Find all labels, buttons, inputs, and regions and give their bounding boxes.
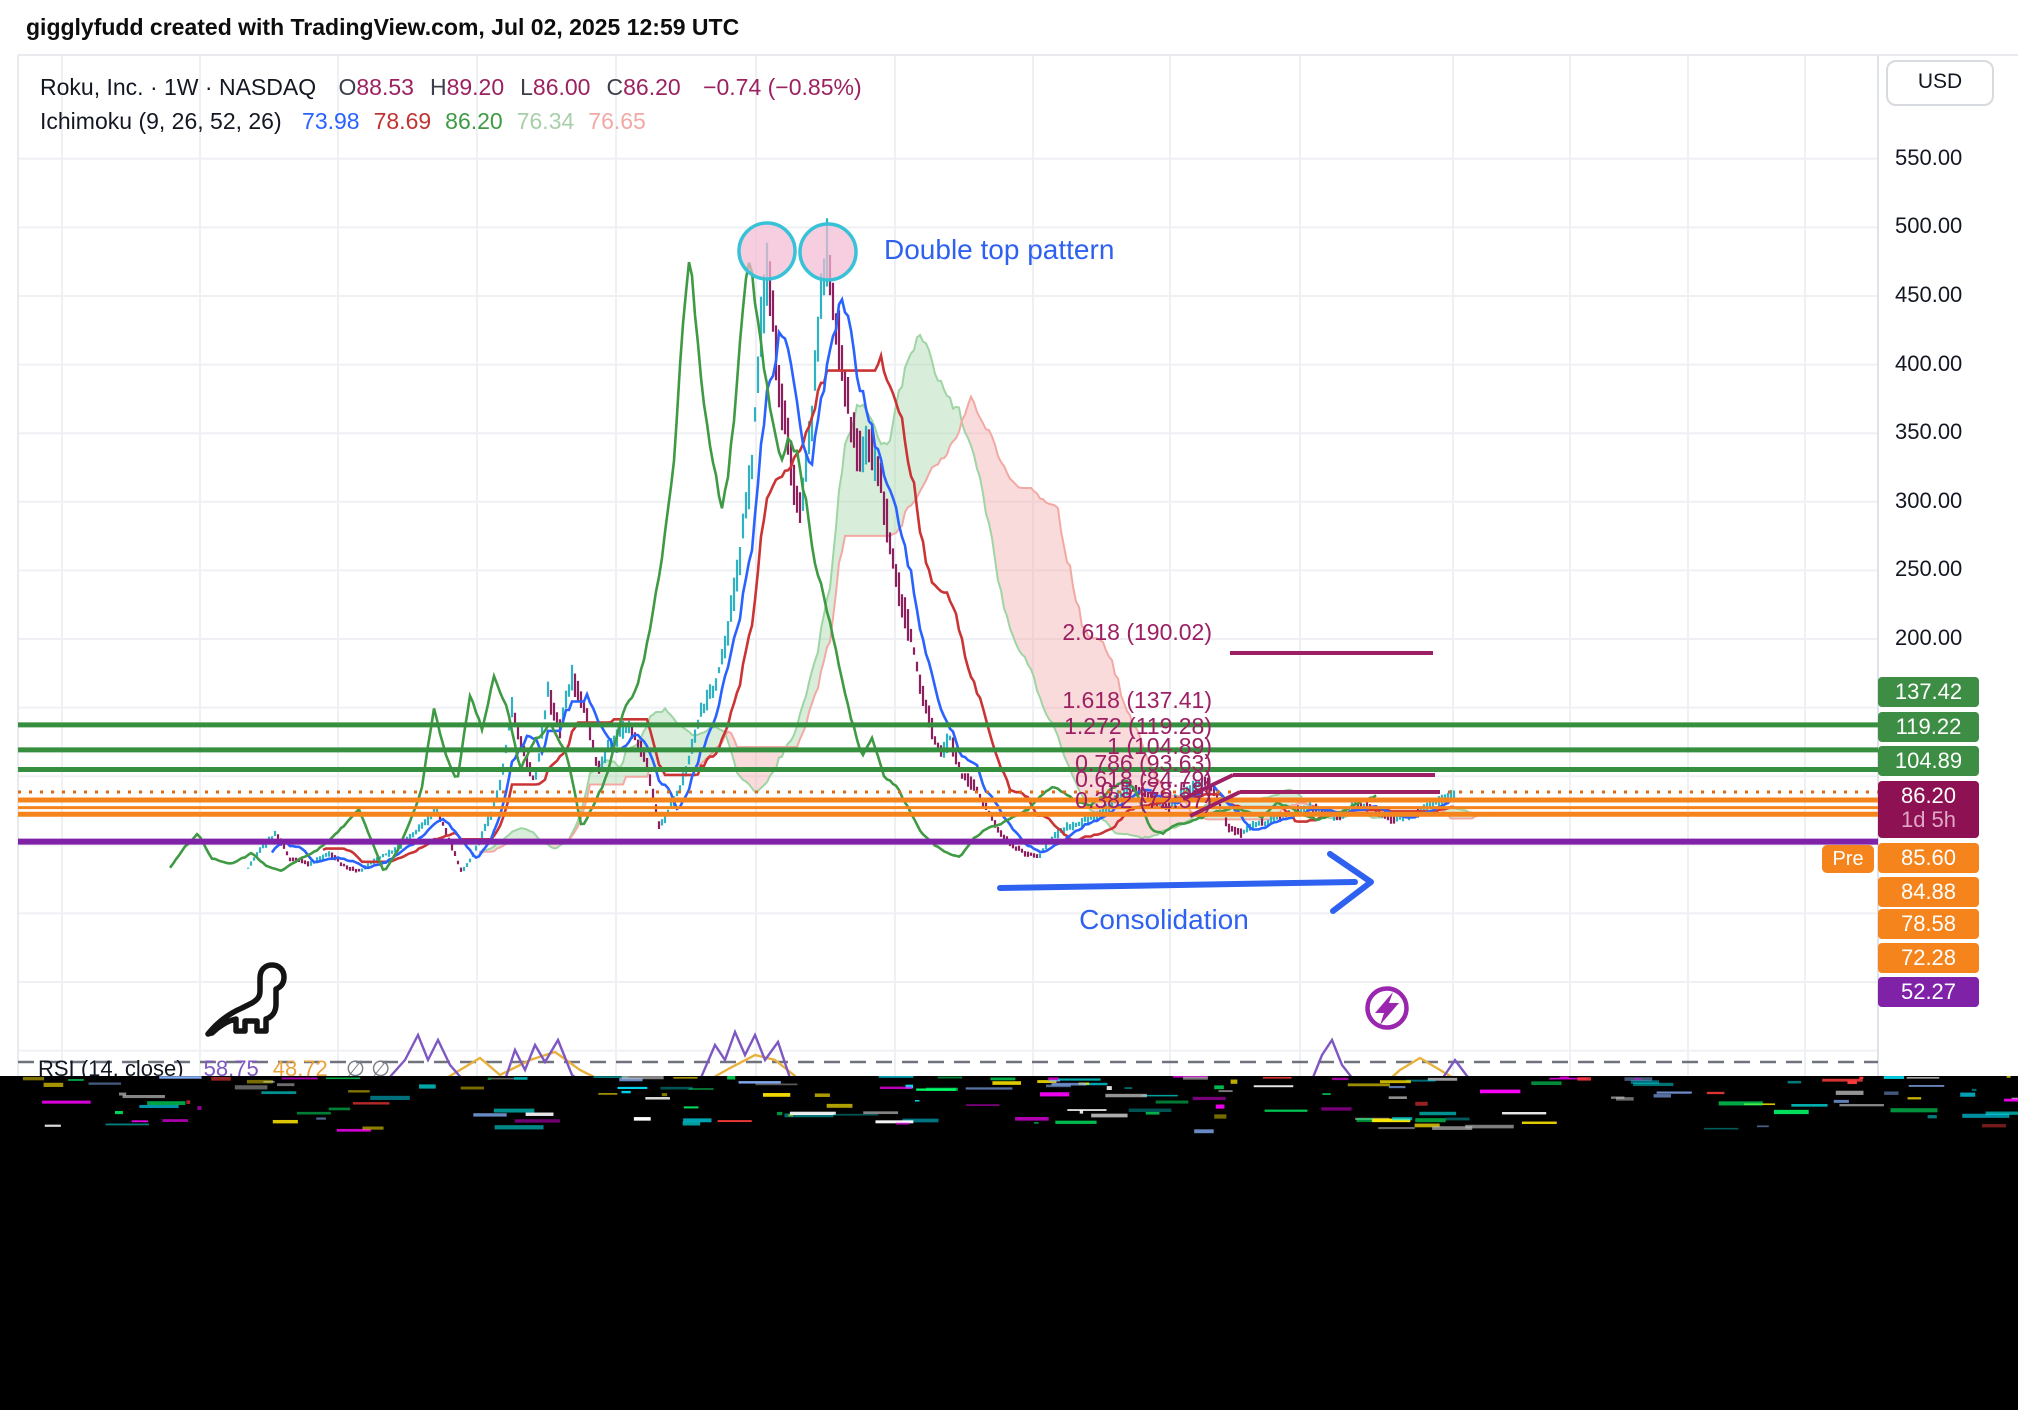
price-label: 72.28 — [1878, 943, 1979, 973]
ohlc-letter: H — [429, 74, 447, 100]
indicator-legend[interactable]: Ichimoku (9, 26, 52, 26) 73.98 78.69 86.20… — [40, 108, 646, 134]
grid — [17, 54, 2018, 1076]
price-tick: 400.00 — [1895, 350, 1963, 376]
price-label: 104.89 — [1878, 746, 1979, 776]
price-tick: 350.00 — [1895, 419, 1963, 445]
ohlc-value: 86.00 — [532, 74, 591, 100]
currency-button[interactable]: USD — [1886, 60, 1994, 106]
consolidation-annotation[interactable]: Consolidation — [1079, 904, 1249, 935]
symbol-name[interactable]: Roku, Inc. — [40, 74, 144, 100]
symbol-interval[interactable]: 1W — [164, 74, 199, 100]
rsi-legend[interactable]: RSI (14, close) 58.75 48.72 ∅ ∅ — [38, 1056, 391, 1081]
indicator-values: 73.98 78.69 86.20 76.34 76.65 — [288, 108, 646, 134]
price-label: 78.58 — [1878, 909, 1979, 939]
price-tick: 550.00 — [1895, 144, 1963, 170]
price-tick: 500.00 — [1895, 213, 1963, 239]
price-tick: 300.00 — [1895, 487, 1963, 513]
double-top-annotation[interactable]: Double top pattern — [884, 234, 1115, 265]
ohlc-letter: L — [520, 74, 533, 100]
rsi-name[interactable]: RSI — [38, 1056, 75, 1081]
indicator-value: 76.34 — [516, 108, 575, 134]
lightning-icon — [1365, 986, 1409, 1030]
double-top-circle — [737, 221, 797, 281]
ichimoku-lines — [168, 261, 1455, 873]
price-tick: 450.00 — [1895, 282, 1963, 307]
rsi-values: 58.75 48.72 — [190, 1056, 328, 1081]
indicator-name[interactable]: Ichimoku — [40, 108, 133, 134]
price-label: 52.27 — [1878, 977, 1979, 1007]
indicator-value: 86.20 — [445, 108, 503, 134]
drawings — [205, 221, 1409, 1037]
price-label: 84.88 — [1878, 877, 1979, 907]
price-label: 137.42 — [1878, 677, 1979, 707]
premarket-badge: Pre — [1822, 845, 1874, 873]
double-top-circle — [798, 222, 858, 282]
indicator-value: 78.69 — [373, 108, 432, 134]
ohlc-letter: C — [606, 74, 624, 100]
ohlc-value: 86.20 — [623, 74, 681, 100]
indicator-value: 73.98 — [302, 108, 360, 134]
rsi-value: 58.75 — [203, 1056, 259, 1081]
fib-lines — [1182, 651, 1440, 818]
countdown: 1d 5h — [1900, 807, 1957, 832]
price-label: 86.20 1d 5h — [1878, 781, 1979, 838]
price-label: 119.22 — [1878, 712, 1979, 742]
price-tick: 200.00 — [1895, 625, 1963, 650]
price-rays — [18, 722, 1878, 845]
rsi-value: 48.72 — [272, 1056, 328, 1081]
ohlc-values: O88.53 H89.20 L86.00 C86.20 — [322, 74, 680, 100]
ohlc-value: 89.20 — [446, 74, 505, 100]
indicator-value: 76.65 — [588, 108, 646, 134]
rsi-empty-values: ∅ ∅ — [345, 1056, 391, 1081]
consolidation-arrow — [997, 879, 1358, 891]
dino-icon — [205, 962, 287, 1037]
change-value: −0.74 (−0.85%) — [703, 74, 862, 100]
symbol-exchange: NASDAQ — [218, 74, 317, 100]
price-tick: 250.00 — [1895, 556, 1963, 582]
ohlc-value: 88.53 — [356, 74, 414, 100]
price-label: 85.60 — [1878, 843, 1979, 873]
symbol-legend[interactable]: Roku, Inc. · 1W · NASDAQ O88.53 H89.20 L86… — [40, 74, 862, 100]
ohlc-letter: O — [338, 74, 357, 100]
